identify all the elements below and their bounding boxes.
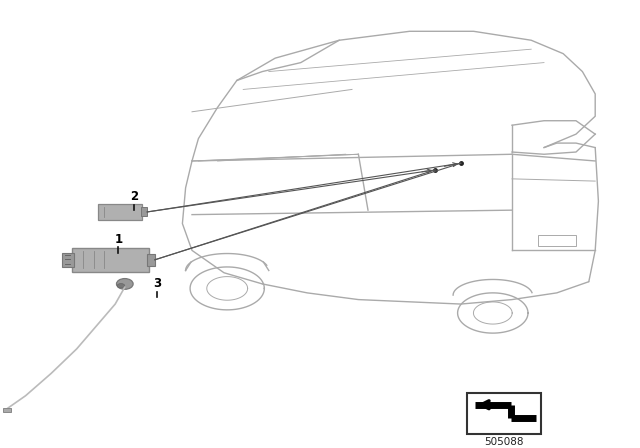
Text: 505088: 505088 xyxy=(484,437,524,447)
FancyBboxPatch shape xyxy=(62,253,74,267)
FancyBboxPatch shape xyxy=(98,204,142,220)
Text: 1: 1 xyxy=(115,233,122,246)
Text: 3: 3 xyxy=(153,277,161,290)
Text: 2: 2 xyxy=(131,190,138,203)
Bar xyxy=(3,408,11,412)
Bar xyxy=(467,393,541,434)
Bar xyxy=(538,235,576,246)
Ellipse shape xyxy=(116,279,133,289)
FancyBboxPatch shape xyxy=(147,254,155,266)
FancyBboxPatch shape xyxy=(141,207,147,216)
FancyBboxPatch shape xyxy=(72,248,149,272)
Ellipse shape xyxy=(117,284,125,288)
